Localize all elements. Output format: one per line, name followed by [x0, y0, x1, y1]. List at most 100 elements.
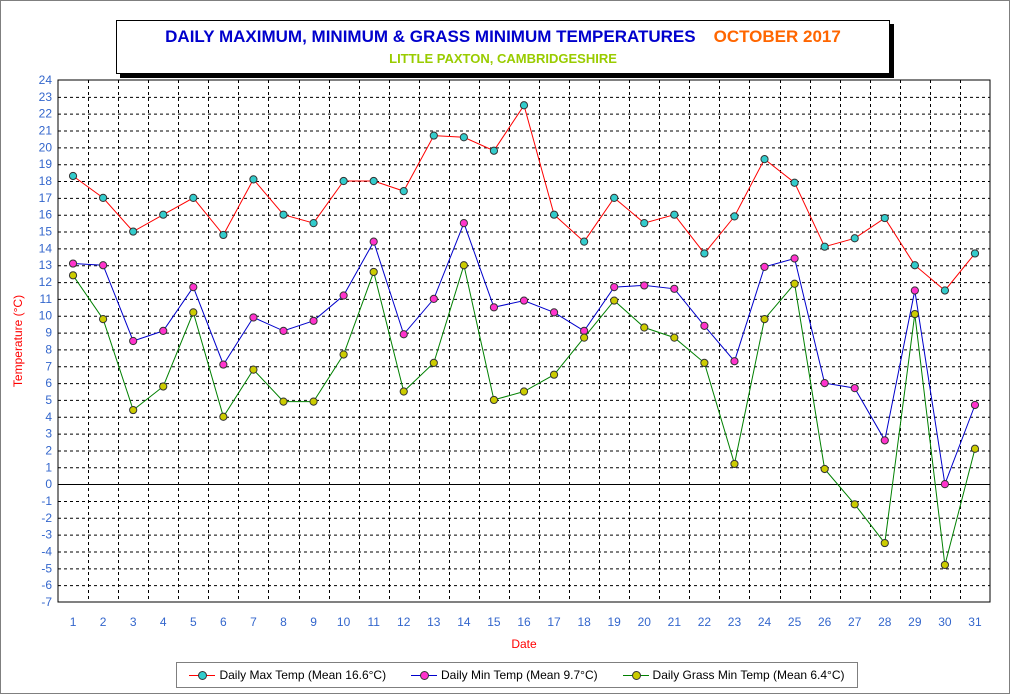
data-point-1	[640, 281, 649, 290]
data-point-0	[369, 176, 378, 186]
data-point-1	[700, 321, 709, 330]
y-tick-label: 16	[39, 208, 53, 222]
data-point-1	[68, 259, 78, 268]
x-tick-label: 25	[788, 615, 802, 629]
data-point-0	[610, 193, 619, 202]
data-point-0	[189, 193, 198, 202]
data-point-1	[760, 262, 769, 272]
x-tick-label: 6	[220, 615, 227, 629]
data-point-0	[730, 212, 739, 221]
y-tick-label: -2	[41, 511, 52, 525]
data-point-0	[339, 176, 348, 186]
y-tick-label: 12	[39, 275, 53, 289]
data-point-2	[519, 387, 529, 396]
x-tick-label: 19	[608, 615, 622, 629]
y-tick-label: -3	[41, 528, 52, 542]
data-point-2	[549, 370, 559, 379]
data-point-2	[580, 333, 589, 342]
data-point-2	[790, 279, 799, 288]
data-point-0	[760, 155, 769, 164]
x-tick-label: 14	[457, 615, 471, 629]
x-tick-label: 29	[908, 615, 922, 629]
data-point-2	[309, 397, 318, 406]
x-tick-label: 5	[190, 615, 197, 629]
data-point-0	[640, 219, 649, 228]
x-tick-label: 12	[397, 615, 411, 629]
legend-swatch-grass	[622, 669, 649, 681]
data-point-0	[970, 249, 980, 258]
data-point-1	[159, 326, 168, 335]
x-tick-label: 23	[728, 615, 742, 629]
data-point-2	[910, 309, 919, 319]
y-tick-label: 8	[45, 342, 52, 356]
y-tick-label: 19	[39, 157, 53, 171]
data-point-2	[369, 267, 378, 277]
data-point-0	[219, 230, 228, 240]
data-point-1	[549, 308, 559, 317]
chart-month: OCTOBER 2017	[713, 27, 841, 46]
data-point-1	[820, 378, 829, 388]
line-chart: -7-6-5-4-3-2-101234567891011121314151617…	[11, 73, 991, 651]
data-point-1	[98, 261, 108, 270]
data-point-1	[129, 336, 138, 346]
data-point-1	[249, 313, 258, 322]
data-point-1	[219, 360, 228, 369]
y-tick-label: 14	[39, 241, 53, 255]
x-tick-label: 4	[160, 615, 167, 629]
x-tick-label: 21	[668, 615, 682, 629]
x-tick-label: 24	[758, 615, 772, 629]
data-point-0	[429, 131, 438, 140]
data-point-0	[68, 171, 78, 181]
y-tick-label: 11	[40, 292, 53, 306]
data-point-0	[670, 210, 679, 219]
y-tick-label: -5	[41, 561, 52, 575]
title-line: DAILY MAXIMUM, MINIMUM & GRASS MINIMUM T…	[117, 27, 889, 47]
data-point-1	[670, 284, 679, 293]
y-tick-label: 17	[39, 191, 53, 205]
y-tick-label: 18	[39, 174, 53, 188]
legend-swatch-min	[411, 669, 437, 681]
x-tick-label: 20	[638, 615, 652, 629]
data-point-0	[549, 210, 559, 219]
data-point-0	[489, 146, 499, 155]
y-tick-label: 20	[39, 140, 53, 154]
data-point-1	[940, 480, 950, 489]
data-point-2	[640, 323, 649, 332]
x-tick-label: 30	[938, 615, 952, 629]
legend-item-grass: Daily Grass Min Temp (Mean 6.4°C)	[622, 668, 845, 682]
y-tick-label: -7	[41, 595, 52, 609]
x-tick-label: 26	[818, 615, 832, 629]
y-tick-label: 4	[45, 410, 52, 424]
x-tick-label: 15	[487, 615, 501, 629]
chart-subtitle: LITTLE PAXTON, CAMBRIDGESHIRE	[389, 51, 617, 66]
data-point-2	[730, 459, 739, 469]
x-tick-label: 3	[130, 615, 137, 629]
data-point-0	[279, 210, 288, 219]
data-point-1	[910, 286, 919, 295]
data-point-2	[760, 315, 769, 324]
legend-label-min: Daily Min Temp (Mean 9.7°C)	[441, 668, 598, 682]
data-point-2	[610, 296, 619, 305]
x-tick-label: 9	[310, 615, 317, 629]
data-point-1	[850, 384, 859, 393]
legend-swatch-max	[189, 669, 216, 681]
data-point-2	[700, 358, 709, 367]
data-point-1	[429, 294, 438, 304]
legend: Daily Max Temp (Mean 16.6°C) Daily Min T…	[176, 662, 858, 688]
data-point-1	[519, 296, 529, 305]
data-point-1	[730, 357, 739, 366]
data-point-1	[489, 303, 499, 312]
data-point-2	[189, 308, 198, 317]
data-point-0	[850, 234, 859, 243]
data-point-2	[429, 358, 438, 367]
data-point-1	[279, 326, 288, 335]
y-tick-label: 21	[39, 124, 53, 138]
y-tick-label: 15	[39, 225, 53, 239]
data-point-0	[159, 210, 168, 219]
y-tick-label: 0	[45, 477, 52, 491]
x-tick-label: 18	[577, 615, 591, 629]
y-tick-label: 9	[45, 326, 52, 340]
chart-title: DAILY MAXIMUM, MINIMUM & GRASS MINIMUM T…	[165, 27, 696, 46]
data-point-2	[279, 397, 288, 406]
x-tick-label: 7	[250, 615, 257, 629]
